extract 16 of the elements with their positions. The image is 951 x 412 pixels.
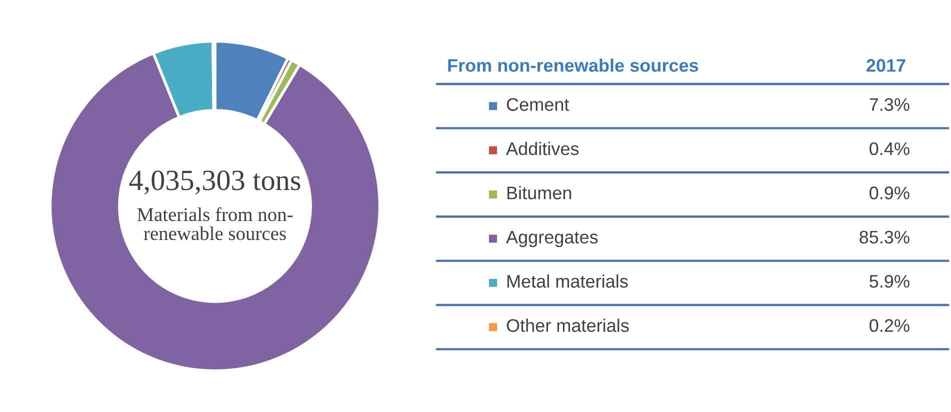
data-label: 0.2%: [870, 319, 910, 332]
legend-label: Additives: [506, 142, 579, 156]
data-label: 0.4%: [870, 142, 910, 156]
legend-title: From non-renewable sources: [448, 58, 698, 72]
data-label: 0.9%: [870, 186, 910, 200]
legend-label: Cement: [506, 98, 570, 111]
legend-label: Metal materials: [507, 274, 628, 288]
data-label: 85.3%: [860, 230, 910, 244]
data-label: 5.9%: [870, 274, 910, 288]
legend-label: Other materials: [506, 318, 629, 332]
text: Materials from non- renewable sources: [137, 207, 293, 240]
legend-label: Aggregates: [506, 230, 598, 248]
text: 4,035,303 tons: [129, 170, 300, 194]
legend-label: Bitumen: [507, 186, 572, 200]
text: 2017: [866, 59, 906, 72]
data-label: 7.3%: [870, 98, 910, 111]
